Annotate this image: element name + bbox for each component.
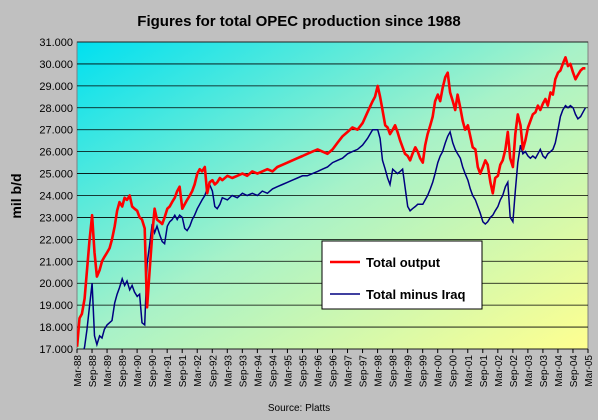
x-tick-label: Mar-00 — [434, 355, 445, 387]
legend: Total output Total minus Iraq — [321, 240, 483, 310]
x-tick-label: Mar-95 — [283, 355, 294, 387]
legend-label-total-output: Total output — [366, 255, 441, 270]
x-tick-label: Mar-96 — [313, 355, 324, 387]
y-tick-labels: 17.000 18.000 19.000 20.000 21.000 22.000 23.0… — [39, 37, 73, 356]
x-tick-labels: Mar-88 Sep-88 Mar-89 Sep-89 Mar-90 Sep-90 Mar-… — [73, 349, 595, 387]
series-line-total-minus-iraq — [83, 104, 587, 349]
x-tick-label: Mar-94 — [253, 355, 264, 387]
y-tick-label: 25.000 — [39, 169, 73, 181]
chart-title: Figures for total OPEC production since … — [137, 13, 460, 30]
series-group — [77, 56, 587, 349]
legend-label-total-minus-iraq: Total minus Iraq — [366, 287, 465, 302]
y-tick-label: 17.000 — [39, 344, 73, 356]
x-tick-label: Sep-91 — [178, 355, 189, 388]
x-tick-label: Sep-93 — [238, 355, 249, 388]
x-tick-label: Sep-04 — [569, 355, 580, 388]
x-tick-label: Sep-88 — [88, 355, 99, 388]
x-tick-label: Mar-90 — [133, 355, 144, 387]
y-tick-label: 20.000 — [39, 278, 73, 290]
x-tick-label: Sep-89 — [118, 355, 129, 388]
y-tick-label: 21.000 — [39, 256, 73, 268]
x-tick-label: Mar-91 — [163, 355, 174, 387]
x-tick-label: Mar-88 — [73, 355, 84, 387]
x-tick-label: Mar-89 — [103, 355, 114, 387]
y-axis-label: mil b/d — [8, 173, 24, 218]
x-tick-label: Sep-96 — [329, 355, 340, 388]
x-tick-label: Mar-93 — [223, 355, 234, 387]
x-tick-label: Mar-03 — [524, 355, 535, 387]
x-tick-label: Sep-95 — [298, 355, 309, 388]
y-tick-label: 30.000 — [39, 59, 73, 71]
x-tick-label: Sep-99 — [419, 355, 430, 388]
y-tick-label: 18.000 — [39, 322, 73, 334]
x-tick-label: Sep-00 — [449, 355, 460, 388]
x-tick-label: Mar-01 — [464, 355, 475, 387]
x-tick-label: Mar-05 — [584, 355, 595, 387]
x-tick-label: Sep-03 — [539, 355, 550, 388]
x-tick-label: Mar-04 — [554, 355, 565, 387]
y-tick-label: 27.000 — [39, 125, 73, 137]
x-tick-label: Mar-92 — [193, 355, 204, 387]
y-tick-label: 19.000 — [39, 300, 73, 312]
x-tick-label: Sep-97 — [359, 355, 370, 388]
source-note: Source: Platts — [268, 403, 330, 414]
y-tick-label: 26.000 — [39, 147, 73, 159]
x-tick-label: Sep-98 — [389, 355, 400, 388]
y-tick-label: 29.000 — [39, 81, 73, 93]
x-tick-label: Mar-98 — [374, 355, 385, 387]
x-tick-label: Mar-99 — [404, 355, 415, 387]
series-line-total-output — [77, 56, 586, 347]
x-tick-label: Sep-02 — [509, 355, 520, 388]
y-tick-label: 31.000 — [39, 37, 73, 49]
x-tick-label: Sep-94 — [268, 355, 279, 388]
x-tick-label: Sep-01 — [479, 355, 490, 388]
x-tick-label: Sep-92 — [208, 355, 219, 388]
y-tick-label: 22.000 — [39, 234, 73, 246]
legend-box — [321, 240, 483, 310]
y-tick-label: 23.000 — [39, 212, 73, 224]
x-tick-label: Mar-97 — [344, 355, 355, 387]
x-tick-label: Mar-02 — [494, 355, 505, 387]
x-tick-label: Sep-90 — [148, 355, 159, 388]
y-tick-label: 24.000 — [39, 191, 73, 203]
y-tick-label: 28.000 — [39, 103, 73, 115]
